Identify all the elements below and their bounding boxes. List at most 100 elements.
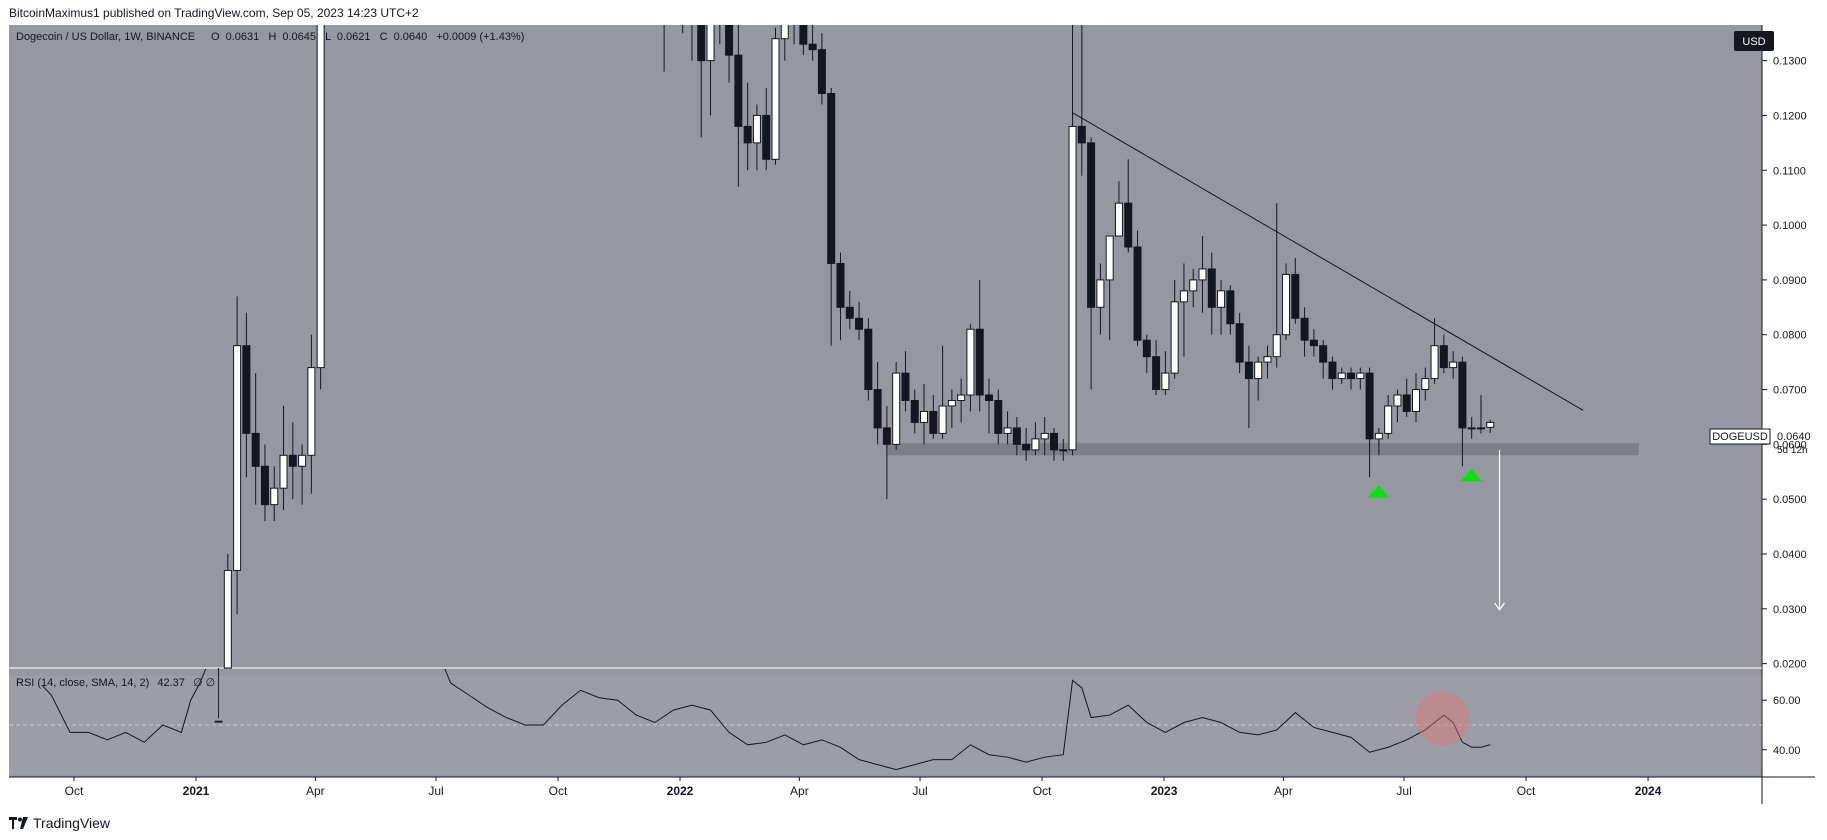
price-tick-label: 0.0900 [1773,275,1807,287]
currency-button[interactable]: USD [1734,31,1774,51]
candle-body-up [1412,389,1420,412]
candle [1077,20,1086,176]
footer-brand: TradingView [33,815,111,831]
price-tick-label: 0.1300 [1773,56,1807,68]
candle [1049,427,1058,461]
candle-body-up [966,328,975,396]
candle [1031,422,1040,456]
candle [307,334,316,494]
ohlc-high: 0.0645 [282,31,316,43]
candle [1309,329,1318,357]
time-tick-label: Oct [1033,784,1052,798]
candle [966,323,975,412]
candle-body-down [242,345,251,434]
candle-body-up [1031,438,1040,451]
price-tick-label: 0.0500 [1773,494,1807,506]
candle-body-down [734,54,743,127]
last-price-label: 0.0640 [1777,431,1811,443]
candle [1244,345,1253,428]
candle [1486,419,1495,433]
candle [1328,356,1337,390]
rsi-legend: RSI (14, close, SMA, 14, 2) 42.37 ∅ ∅ [16,677,215,689]
candle-body-down [864,328,873,391]
price-tick-label: 0.1100 [1773,165,1806,177]
candle [1161,351,1170,396]
ohlc-low: 0.0621 [337,31,371,43]
candle [270,466,279,522]
candle [1374,427,1383,456]
candle-body-up [270,487,279,506]
candle-body-down [762,114,771,160]
bounce-marker [1367,485,1390,498]
candle-body-up [892,372,901,445]
candle [242,312,251,478]
candle [994,389,1003,445]
candle [864,318,873,401]
candle [817,33,826,105]
candle [1412,373,1420,423]
candle-body-down [260,465,269,506]
candle-body-down [985,394,993,401]
candle-body-up [752,114,761,144]
candle [1012,416,1021,456]
candle-body-down [827,93,836,264]
candle [1291,257,1300,324]
chart-canvas[interactable]: 0.1300 0.1200 0.1100 0.1000 0.0900 0.0800 0.07… [9,0,1815,805]
candle-body-down [1124,202,1133,248]
candle-body-down [1087,142,1096,308]
candle [1476,395,1485,434]
currency-label[interactable]: USD [1742,36,1765,48]
ohlc-l-label: L [325,31,331,43]
rsi-pane[interactable] [9,668,1762,777]
price-tick-label: 0.0300 [1773,604,1807,616]
candle-body-up [1467,427,1476,430]
candle-body-down [1142,339,1151,358]
candle-body-down [817,49,826,95]
candle-body-down [836,262,845,308]
candle [1421,367,1430,401]
candle-body-down [1300,317,1309,341]
descending-trendline[interactable] [1072,112,1584,411]
chart-title: Dogecoin / US Dollar, 1W, BINANCE [16,31,195,43]
ohlc-c-label: C [380,31,388,43]
candle-body-up [957,394,966,401]
candle-body-down [725,19,734,56]
time-tick-label: Apr [306,784,325,798]
candle-body-down [855,317,864,330]
svg-text:RSI (14, close, SMA, 14, 2): RSI (14, close, SMA, 14, 2) 42.37 ∅ ∅ [16,677,215,689]
time-tick-label: 2022 [667,784,694,798]
candle-body-up [780,19,789,40]
time-tick-label: Oct [549,784,568,798]
candle [920,384,929,445]
main-pane[interactable] [9,25,1762,668]
tradingview-logo-icon [9,817,29,829]
price-tick-label: 0.0400 [1773,549,1807,561]
candle-body-down [743,125,752,144]
candle-body-up [1449,361,1458,369]
candle [1124,159,1133,253]
candle-body-up [223,569,232,669]
candle-body-up [1263,356,1272,363]
ohlc-change: +0.0009 (+1.43%) [436,31,524,43]
candle [1040,416,1049,456]
candle-body-down [1049,432,1058,451]
bounce-marker [1460,469,1483,482]
candle-body-down [1022,443,1031,451]
candle [957,378,966,423]
candle [901,351,910,412]
candle [855,301,864,341]
candle [316,19,325,390]
candle-body-up [233,345,242,571]
candle-body-up [1384,405,1393,434]
candle-body-up [1003,427,1012,434]
time-tick-label: Apr [790,784,809,798]
candle [1402,378,1411,417]
candle [1114,181,1123,237]
candle [1068,20,1077,456]
candle-body-down [873,389,882,429]
symbol-label: DOGEUSD [1712,431,1768,443]
candle [1319,340,1328,379]
candle-body-down [901,372,910,401]
candle-body-up [279,454,288,489]
candle [910,389,919,434]
